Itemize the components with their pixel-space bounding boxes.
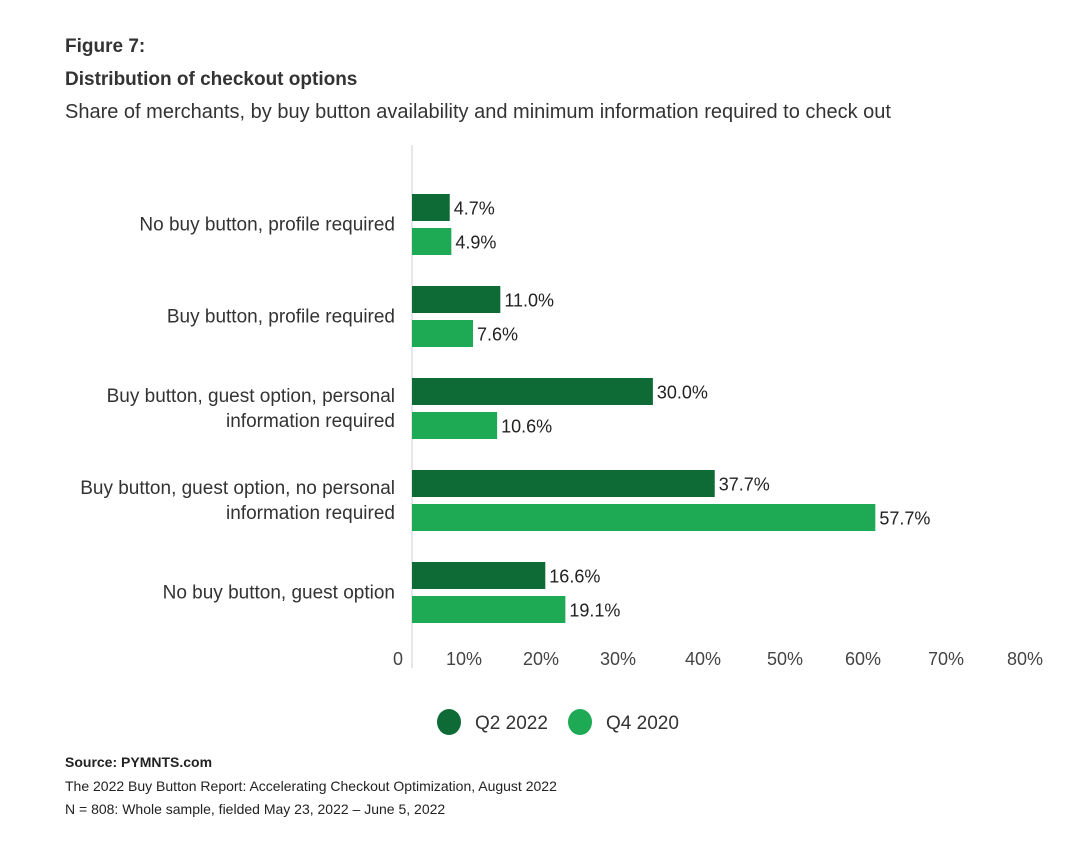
x-tick-label: 30% [600, 649, 636, 669]
bar [412, 194, 450, 221]
x-tick-label: 10% [446, 649, 482, 669]
x-tick-label: 20% [523, 649, 559, 669]
x-tick-label: 50% [767, 649, 803, 669]
legend-label: Q4 2020 [606, 713, 679, 734]
legend-label: Q2 2022 [475, 713, 548, 734]
data-label: 19.1% [569, 601, 620, 621]
category-label: Buy button, guest option, personal [107, 386, 395, 407]
chart-title: Distribution of checkout options [65, 69, 358, 90]
x-tick-label: 80% [1007, 649, 1043, 669]
legend-marker [568, 709, 592, 735]
legend-marker [437, 709, 461, 735]
category-label: No buy button, profile required [139, 215, 395, 236]
category-label: Buy button, guest option, no personal [80, 478, 395, 499]
bar [412, 470, 715, 497]
bar [412, 320, 474, 347]
data-label: 37.7% [719, 475, 770, 495]
bar [412, 412, 498, 439]
data-label: 57.7% [879, 509, 930, 529]
category-label: information required [226, 503, 395, 524]
data-label: 4.9% [455, 233, 496, 253]
x-tick-label: 70% [928, 649, 964, 669]
chart-subtitle: Share of merchants, by buy button availa… [65, 101, 891, 123]
bar [412, 228, 452, 255]
bar [412, 596, 566, 623]
figure-label: Figure 7: [65, 36, 146, 57]
bar [412, 504, 876, 531]
source-sample: N = 808: Whole sample, fielded May 23, 2… [65, 801, 446, 817]
data-label: 11.0% [504, 291, 554, 311]
source-report: The 2022 Buy Button Report: Accelerating… [65, 778, 557, 794]
category-label: Buy button, profile required [167, 307, 395, 328]
x-tick-label: 40% [685, 649, 721, 669]
data-label: 7.6% [477, 325, 518, 345]
data-label: 16.6% [549, 567, 600, 587]
x-tick-label: 0 [393, 649, 403, 669]
category-label: information required [226, 411, 395, 432]
data-label: 30.0% [657, 383, 708, 403]
bar [412, 562, 546, 589]
data-label: 4.7% [454, 199, 495, 219]
source: Source: PYMNTS.com [65, 754, 213, 770]
bar [412, 378, 653, 405]
data-label: 10.6% [501, 417, 552, 437]
category-label: No buy button, guest option [163, 583, 395, 604]
bar [412, 286, 501, 313]
x-tick-label: 60% [845, 649, 881, 669]
